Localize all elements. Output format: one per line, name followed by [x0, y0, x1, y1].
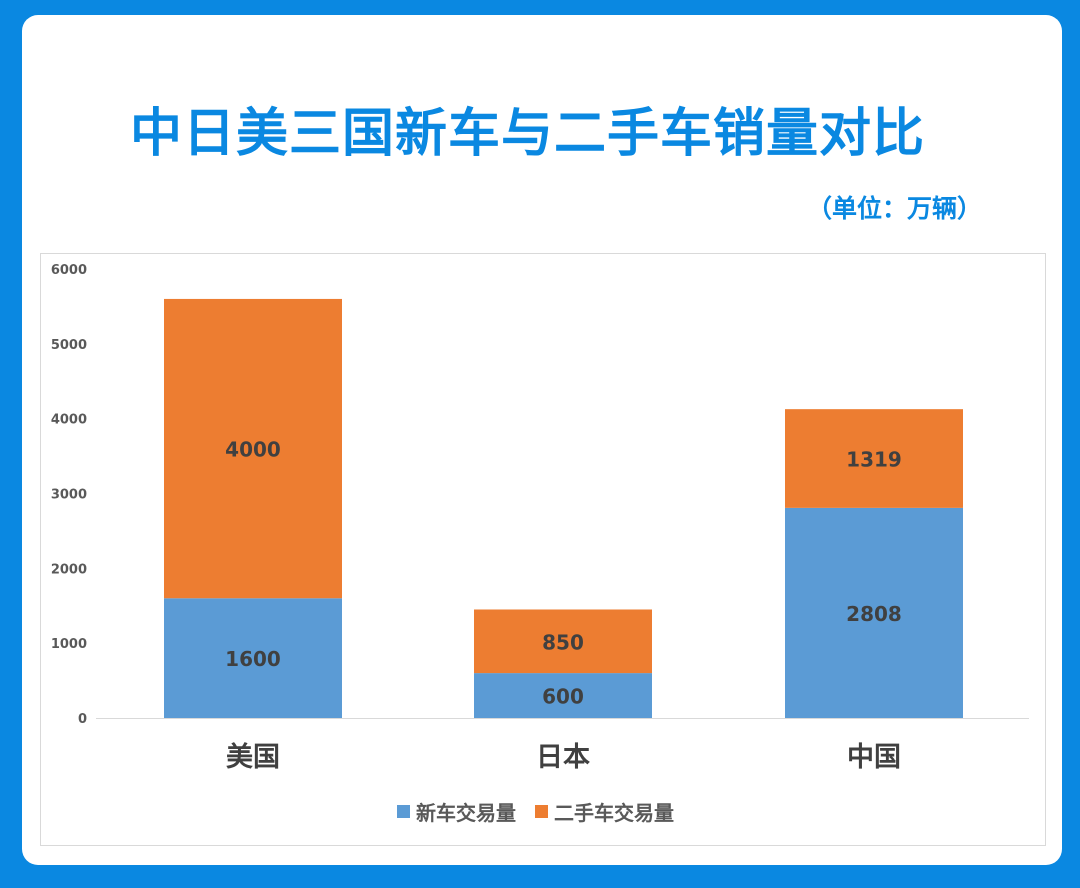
y-tick-label: 1000 — [51, 637, 87, 652]
bar-new — [785, 507, 963, 718]
x-category-label: 美国 — [226, 741, 280, 773]
y-tick-label: 6000 — [51, 263, 87, 278]
y-tick-label: 4000 — [51, 413, 87, 428]
legend-swatch — [397, 805, 410, 818]
bar-used — [474, 609, 652, 674]
data-label: 1319 — [846, 448, 902, 472]
unit-label: （单位：万辆） — [806, 194, 982, 223]
y-tick-label: 0 — [78, 712, 87, 727]
data-label: 4000 — [225, 438, 281, 462]
data-label: 1600 — [225, 647, 281, 671]
bar-used — [785, 409, 963, 508]
stacked-bar-chart: 0 1000 2000 3000 4000 5000 6000 1600 4000 美国 600 85… — [51, 263, 1029, 825]
bar-new — [164, 598, 342, 718]
chart-area: 0 1000 2000 3000 4000 5000 6000 1600 4000 美国 600 85… — [40, 253, 1046, 846]
y-tick-label: 5000 — [51, 338, 87, 353]
data-label: 850 — [542, 630, 584, 654]
bar-new — [474, 673, 652, 718]
legend-label: 新车交易量 — [416, 801, 516, 825]
y-tick-label: 2000 — [51, 562, 87, 577]
bar-used — [164, 298, 342, 599]
x-category-label: 中国 — [847, 742, 901, 773]
legend-swatch — [535, 805, 548, 818]
chart-title: 中日美三国新车与二手车销量对比 — [130, 104, 926, 164]
x-category-label: 日本 — [536, 742, 590, 773]
y-tick-label: 3000 — [51, 488, 87, 503]
legend-label: 二手车交易量 — [554, 801, 674, 825]
data-label: 2808 — [846, 602, 902, 626]
data-label: 600 — [542, 685, 584, 709]
